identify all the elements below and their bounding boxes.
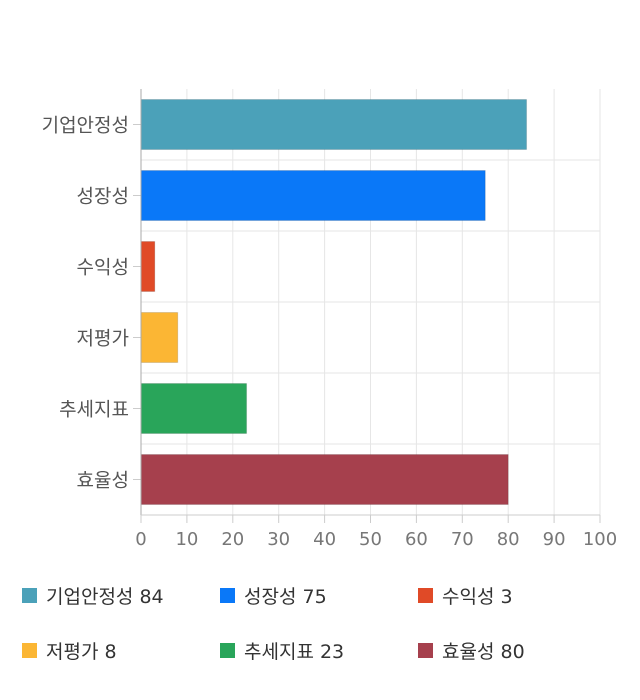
x-tick-label: 60 <box>405 529 428 550</box>
legend-swatch <box>418 642 433 658</box>
legend-swatch <box>220 642 235 658</box>
x-tick-label: 100 <box>583 529 617 550</box>
x-tick-label: 50 <box>359 529 382 550</box>
category-label: 수익성 <box>77 257 129 279</box>
legend-swatch <box>418 587 433 603</box>
legend-item-undervalued: 저평가 8 <box>22 635 117 665</box>
legend-item-efficiency: 효율성 80 <box>418 635 525 665</box>
legend-swatch <box>22 642 37 658</box>
category-label: 기업안정성 <box>42 115 129 137</box>
bar <box>140 383 248 434</box>
bar-chart: 0 10 20 30 40 50 60 70 80 90 100 기업안정성성장성수익성저평가추세지표… <box>42 89 617 550</box>
legend-label: 추세지표 23 <box>244 640 345 663</box>
bar <box>140 312 179 363</box>
x-tick-label: 20 <box>221 529 244 550</box>
legend-item-profitability: 수익성 3 <box>418 580 513 610</box>
x-tick-label: 30 <box>267 529 290 550</box>
legend-item-growth: 성장성 75 <box>220 580 327 610</box>
legend-label: 기업안정성 84 <box>46 585 164 608</box>
category-label: 추세지표 <box>59 399 129 421</box>
legend-label: 수익성 3 <box>442 585 513 608</box>
bar <box>140 170 486 221</box>
category-label: 성장성 <box>77 186 129 208</box>
legend-label: 성장성 75 <box>244 585 327 608</box>
bar <box>140 99 528 150</box>
x-tick-label: 80 <box>497 529 520 550</box>
legend-label: 효율성 80 <box>442 640 525 663</box>
x-tick-label: 40 <box>313 529 336 550</box>
legend-swatch <box>22 587 37 603</box>
x-tick-label: 90 <box>543 529 566 550</box>
legend-swatch <box>220 587 235 603</box>
legend-item-stability: 기업안정성 84 <box>22 580 164 610</box>
legend-label: 저평가 8 <box>46 640 117 663</box>
x-tick-label: 0 <box>135 529 146 550</box>
category-label: 효율성 <box>77 470 129 492</box>
x-tick-label: 10 <box>175 529 198 550</box>
bar <box>140 454 509 505</box>
x-tick-label: 70 <box>451 529 474 550</box>
bar <box>140 241 156 292</box>
category-label: 저평가 <box>77 328 129 350</box>
legend-item-trend: 추세지표 23 <box>220 635 344 665</box>
